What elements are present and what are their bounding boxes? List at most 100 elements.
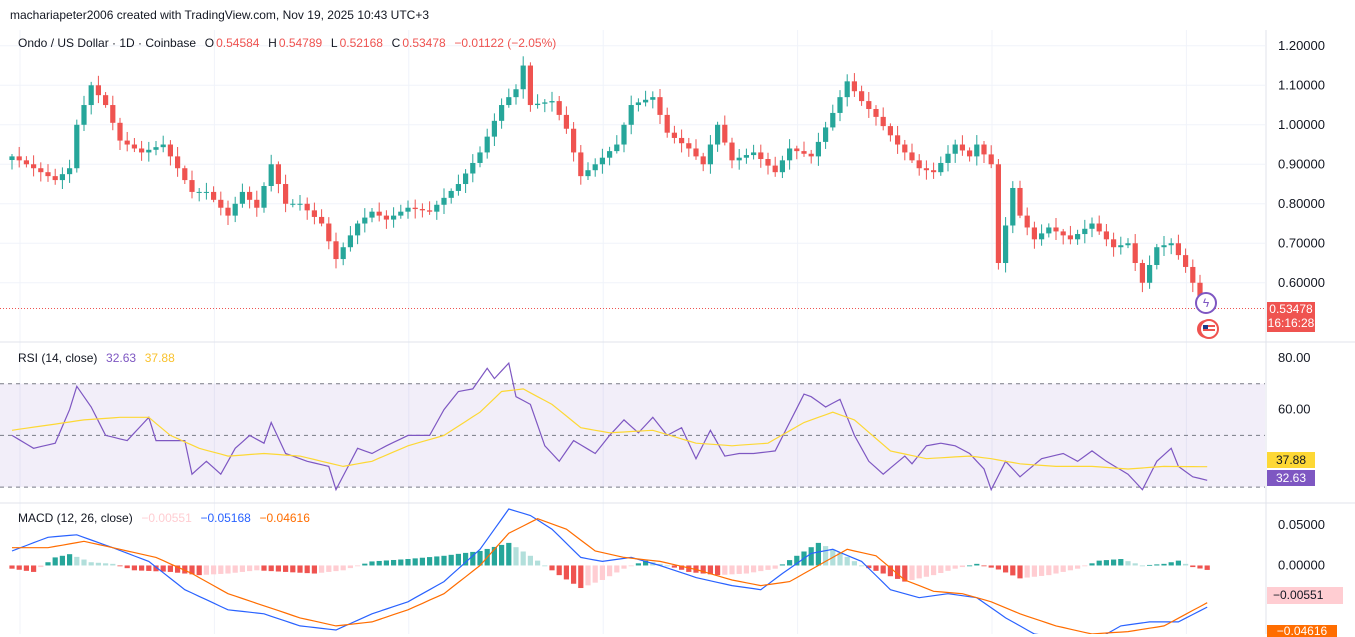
candle-body <box>1183 255 1189 267</box>
macd-histogram-bar <box>16 565 22 570</box>
low-value: 0.52168 <box>339 36 383 50</box>
macd-histogram-bar <box>477 550 483 566</box>
macd-histogram-bar <box>535 560 541 566</box>
lightning-icon[interactable]: ϟ <box>1195 292 1217 314</box>
macd-histogram-bar <box>895 565 901 579</box>
macd-histogram-bar <box>247 565 253 572</box>
macd-histogram-bar <box>758 565 764 572</box>
candle-body <box>38 168 44 173</box>
macd-histogram-bar <box>520 551 526 566</box>
candle-body <box>16 156 22 161</box>
candle-body <box>110 105 116 123</box>
candle-body <box>247 191 253 200</box>
price-axis-tick: 0.90000 <box>1278 156 1325 171</box>
candle-body <box>535 103 541 106</box>
macd-histogram-bar <box>1053 565 1059 574</box>
macd-histogram-bar <box>851 561 857 566</box>
candle-body <box>484 136 490 153</box>
candle-body <box>290 203 296 205</box>
macd-histogram-bar <box>772 565 778 569</box>
macd-histogram-bar <box>196 565 202 576</box>
candle-body <box>945 153 951 163</box>
candle-body <box>700 156 706 165</box>
low-label: L <box>330 36 338 50</box>
macd-histogram-bar <box>254 565 260 571</box>
macd-histogram-bar <box>412 558 418 566</box>
candle-body <box>902 144 908 153</box>
candle-body <box>1067 235 1073 240</box>
macd-histogram-bar <box>592 565 598 583</box>
candle-body <box>167 144 173 157</box>
candle-body <box>225 207 231 216</box>
macd-histogram-bar <box>1067 565 1073 571</box>
us-flag-icon[interactable] <box>1196 319 1220 339</box>
macd-histogram-bar <box>355 565 361 567</box>
macd-histogram-bar <box>376 560 382 566</box>
macd-histogram-bar <box>419 557 425 566</box>
rsi-value: 32.63 <box>106 351 137 365</box>
candle-body <box>9 156 15 161</box>
candle-body <box>643 99 649 103</box>
macd-histogram-bar <box>823 546 829 566</box>
rsi-title[interactable]: RSI (14, close) <box>18 351 98 365</box>
candle-body <box>974 144 980 157</box>
symbol-label[interactable]: Ondo / US Dollar · 1D · Coinbase <box>18 36 197 50</box>
candle-body <box>549 101 555 103</box>
macd-histogram-bar <box>578 565 584 589</box>
candle-body <box>311 210 317 217</box>
macd-histogram-bar <box>31 565 37 572</box>
macd-histogram-bar <box>1089 563 1095 566</box>
macd-histogram-bar <box>614 565 620 573</box>
candle-body <box>196 191 202 193</box>
candle-body <box>369 211 375 218</box>
macd-histogram-bar <box>232 565 238 573</box>
candle-body <box>679 137 685 144</box>
macd-histogram-bar <box>491 546 497 566</box>
macd-histogram-bar <box>736 565 742 574</box>
macd-histogram-bar <box>38 565 44 568</box>
attribution-text: machariapeter2006 created with TradingVi… <box>10 8 430 22</box>
candle-body <box>779 160 785 173</box>
candle-body <box>520 65 526 90</box>
candle-body <box>995 164 1001 264</box>
candle-body <box>31 164 37 169</box>
candle-body <box>1096 223 1102 232</box>
macd-histogram-bar <box>275 565 281 572</box>
price-axis-tick: 0.70000 <box>1278 235 1325 250</box>
macd-histogram-bar <box>1075 565 1081 569</box>
macd-histogram-bar <box>290 565 296 573</box>
macd-histogram-bar <box>175 565 181 573</box>
change-value: −0.01122 (−2.05%) <box>454 36 557 50</box>
candle-body <box>621 124 627 145</box>
candle-body <box>1197 282 1203 299</box>
macd-histogram-bar <box>182 565 188 574</box>
macd-histogram-bar <box>571 565 577 584</box>
macd-signal-value: −0.04616 <box>259 511 310 525</box>
macd-title[interactable]: MACD (12, 26, close) <box>18 511 133 525</box>
macd-histogram-bar <box>110 563 116 566</box>
macd-histogram-bar <box>1204 565 1210 570</box>
candle-body <box>499 105 505 121</box>
macd-histogram-bar <box>556 565 562 576</box>
macd-histogram-bar <box>463 552 469 566</box>
macd-histogram-bar <box>434 556 440 566</box>
macd-histogram-bar <box>945 565 951 571</box>
price-axis-tick: 0.60000 <box>1278 275 1325 290</box>
candle-body <box>67 168 73 175</box>
candle-body <box>463 173 469 185</box>
macd-histogram-bar <box>671 565 677 568</box>
macd-histogram-bar <box>751 565 757 573</box>
macd-histogram-bar <box>686 565 692 572</box>
rsi-ma-badge: 37.88 <box>1267 452 1315 468</box>
candle-body <box>175 156 181 169</box>
candle-body <box>837 97 843 113</box>
macd-histogram-bar <box>707 565 713 575</box>
macd-histogram-bar <box>427 557 433 566</box>
candle-body <box>1053 227 1059 232</box>
candle-body <box>909 152 915 161</box>
macd-histogram-bar <box>225 565 231 574</box>
candle-body <box>571 128 577 153</box>
candle-body <box>758 152 764 160</box>
candle-body <box>722 124 728 143</box>
